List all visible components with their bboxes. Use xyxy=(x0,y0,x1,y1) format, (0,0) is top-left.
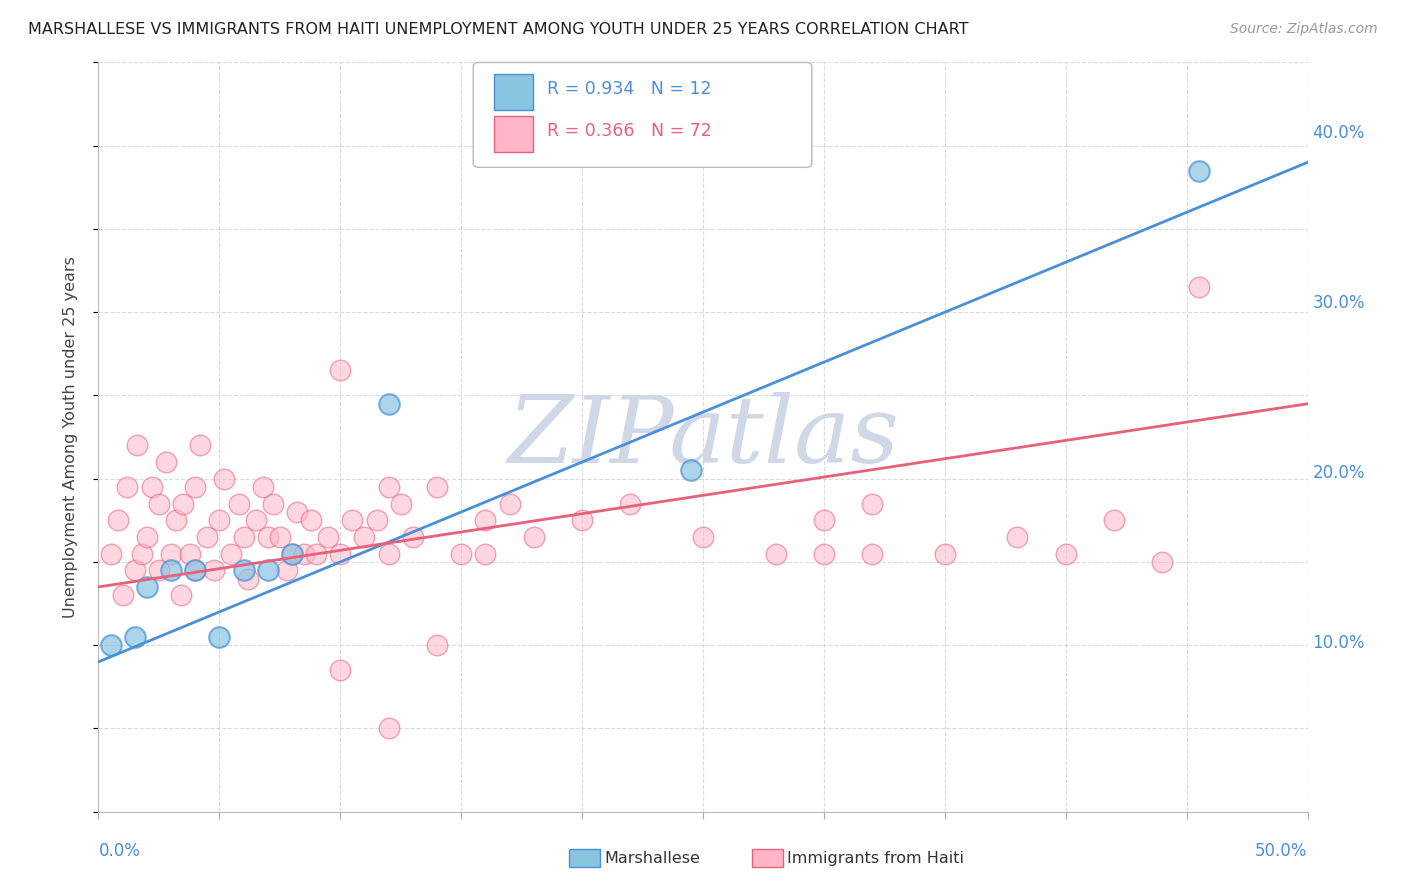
Point xyxy=(366,513,388,527)
Point xyxy=(262,497,284,511)
Point xyxy=(179,547,201,561)
Point xyxy=(329,547,352,561)
Text: ZIPatlas: ZIPatlas xyxy=(508,392,898,482)
Point xyxy=(1007,530,1029,544)
Point xyxy=(135,580,157,594)
Point xyxy=(619,497,641,511)
Point xyxy=(305,547,328,561)
Point xyxy=(124,563,146,577)
Point xyxy=(232,563,254,577)
Point xyxy=(813,547,835,561)
Point xyxy=(124,630,146,644)
FancyBboxPatch shape xyxy=(494,74,533,110)
Y-axis label: Unemployment Among Youth under 25 years: Unemployment Among Youth under 25 years xyxy=(63,256,77,618)
Point xyxy=(172,497,194,511)
Point xyxy=(195,530,218,544)
Point xyxy=(299,513,322,527)
Point xyxy=(127,438,149,452)
Point xyxy=(377,722,399,736)
Point xyxy=(256,530,278,544)
Point xyxy=(135,530,157,544)
Point xyxy=(276,563,298,577)
Point xyxy=(860,497,883,511)
Point xyxy=(184,563,207,577)
Point xyxy=(1054,547,1077,561)
Point xyxy=(377,397,399,411)
Point xyxy=(292,547,315,561)
Point xyxy=(212,472,235,486)
Point xyxy=(221,547,243,561)
Text: 50.0%: 50.0% xyxy=(1256,842,1308,860)
Point xyxy=(934,547,956,561)
Point xyxy=(329,663,352,677)
Point xyxy=(141,480,163,494)
Point xyxy=(316,530,339,544)
Point xyxy=(1188,280,1211,294)
Point xyxy=(169,588,191,602)
Point xyxy=(1102,513,1125,527)
Point xyxy=(402,530,425,544)
Point xyxy=(204,563,226,577)
Point xyxy=(148,563,170,577)
Point xyxy=(1152,555,1174,569)
Point xyxy=(692,530,714,544)
Point xyxy=(188,438,211,452)
Point xyxy=(131,547,153,561)
Point xyxy=(281,547,304,561)
Point xyxy=(679,463,702,477)
Point xyxy=(256,563,278,577)
Point xyxy=(184,563,207,577)
Point xyxy=(100,638,122,652)
Text: R = 0.934   N = 12: R = 0.934 N = 12 xyxy=(547,79,711,97)
Point xyxy=(377,547,399,561)
Point xyxy=(329,363,352,377)
Point xyxy=(426,638,449,652)
Text: R = 0.366   N = 72: R = 0.366 N = 72 xyxy=(547,122,711,140)
Point xyxy=(155,455,177,469)
Point xyxy=(269,530,291,544)
Point xyxy=(245,513,267,527)
Point xyxy=(450,547,472,561)
Point xyxy=(100,547,122,561)
Point xyxy=(281,547,304,561)
Point xyxy=(377,480,399,494)
Point xyxy=(117,480,139,494)
Point xyxy=(571,513,593,527)
Point xyxy=(426,480,449,494)
Point xyxy=(498,497,520,511)
Text: 0.0%: 0.0% xyxy=(98,842,141,860)
Point xyxy=(523,530,546,544)
Point xyxy=(813,513,835,527)
Point xyxy=(474,513,496,527)
Point xyxy=(160,547,183,561)
Point xyxy=(160,563,183,577)
Point xyxy=(148,497,170,511)
Point xyxy=(252,480,274,494)
Point xyxy=(232,530,254,544)
Point xyxy=(474,547,496,561)
Text: Source: ZipAtlas.com: Source: ZipAtlas.com xyxy=(1230,22,1378,37)
Text: Immigrants from Haiti: Immigrants from Haiti xyxy=(787,851,965,865)
Point xyxy=(1188,163,1211,178)
Point xyxy=(238,572,260,586)
Point xyxy=(342,513,364,527)
Point xyxy=(111,588,134,602)
Point xyxy=(228,497,250,511)
FancyBboxPatch shape xyxy=(494,116,533,153)
Point xyxy=(353,530,375,544)
FancyBboxPatch shape xyxy=(474,62,811,168)
Point xyxy=(208,513,231,527)
Point xyxy=(860,547,883,561)
Point xyxy=(389,497,412,511)
Point xyxy=(184,480,207,494)
Point xyxy=(208,630,231,644)
Point xyxy=(285,505,308,519)
Text: Marshallese: Marshallese xyxy=(605,851,700,865)
Text: MARSHALLESE VS IMMIGRANTS FROM HAITI UNEMPLOYMENT AMONG YOUTH UNDER 25 YEARS COR: MARSHALLESE VS IMMIGRANTS FROM HAITI UNE… xyxy=(28,22,969,37)
Point xyxy=(765,547,787,561)
Point xyxy=(107,513,129,527)
Point xyxy=(165,513,187,527)
